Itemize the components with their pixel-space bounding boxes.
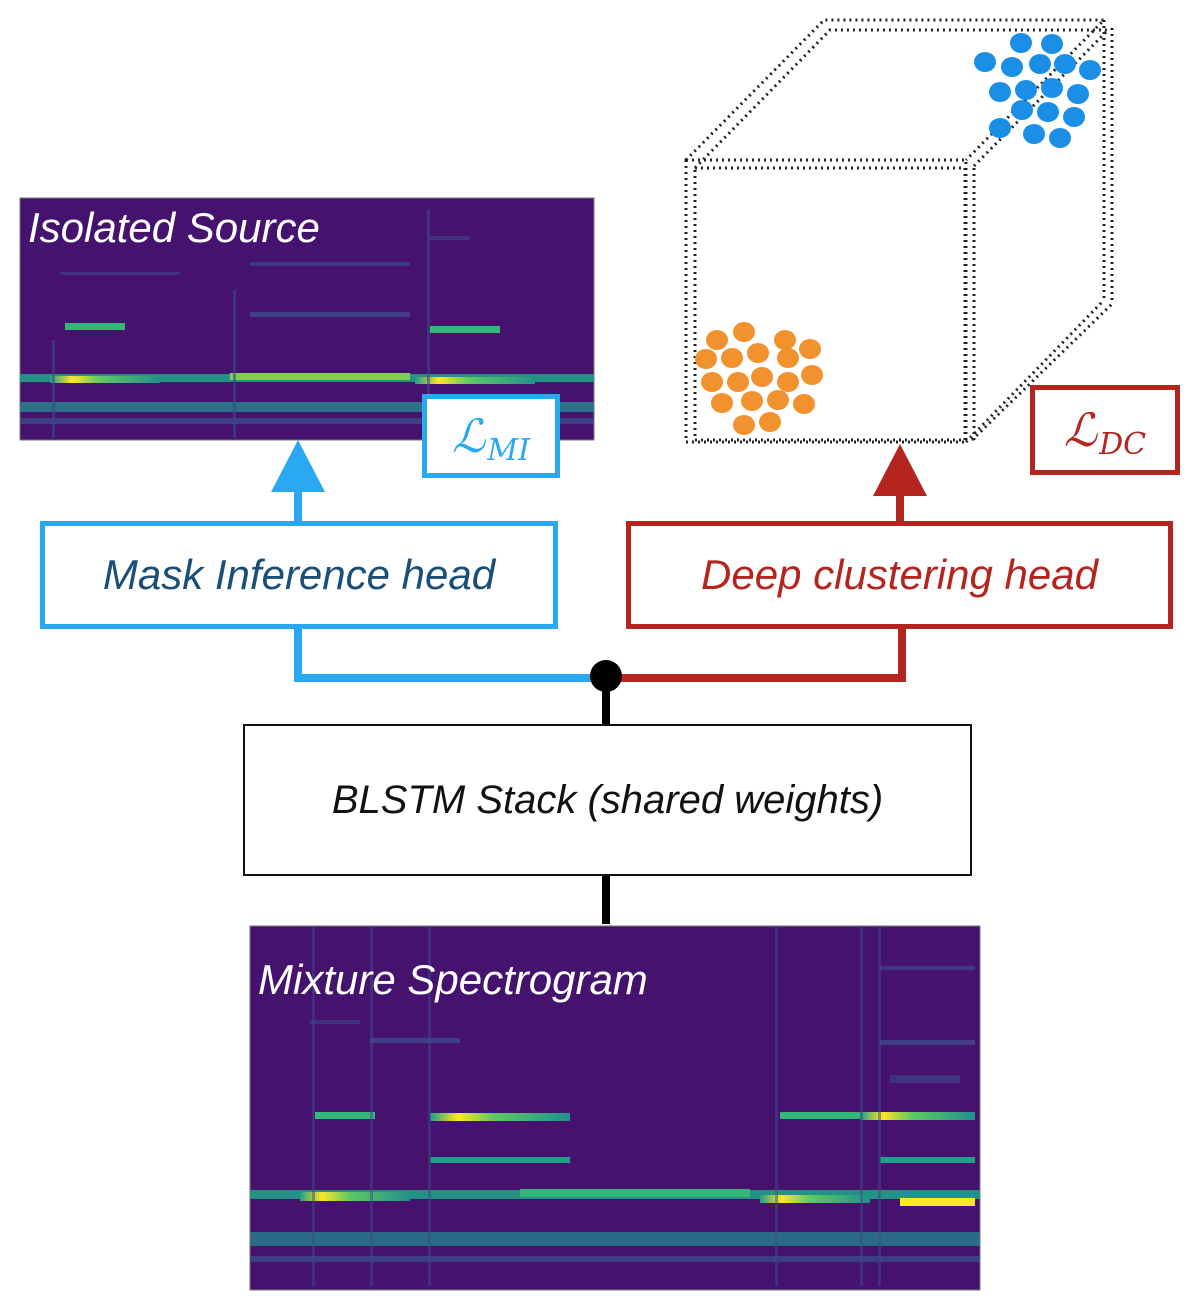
mask-inference-head-box: Mask Inference head	[40, 521, 558, 629]
loss-dc-box: ℒ DC	[1030, 385, 1180, 475]
loss-mi-symbol: ℒ	[452, 409, 486, 463]
blstm-stack-label: BLSTM Stack (shared weights)	[331, 777, 884, 822]
mixture-spectrogram-title: Mixture Spectrogram	[258, 956, 648, 1003]
dc-output-arrow	[873, 444, 927, 496]
isolated-source-spectrogram	[19, 197, 595, 441]
deep-clustering-head-box: Deep clustering head	[626, 521, 1173, 629]
junction-node	[590, 660, 622, 692]
loss-mi-box: ℒ MI	[422, 394, 560, 478]
loss-dc-symbol: ℒ	[1063, 403, 1098, 457]
deep-clustering-head-label: Deep clustering head	[701, 551, 1098, 598]
mask-inference-head-label: Mask Inference head	[102, 551, 496, 598]
orange-cluster	[695, 322, 823, 435]
loss-dc-subscript: DC	[1099, 426, 1147, 462]
mi-output-arrow	[271, 440, 325, 492]
mixture-spectrogram	[249, 925, 981, 1291]
blstm-stack-box: BLSTM Stack (shared weights)	[243, 724, 972, 876]
isolated-source-title: Isolated Source	[28, 204, 320, 251]
loss-mi-subscript: MI	[487, 432, 530, 468]
embedding-space-cube	[684, 18, 1114, 444]
blue-cluster	[974, 33, 1101, 148]
